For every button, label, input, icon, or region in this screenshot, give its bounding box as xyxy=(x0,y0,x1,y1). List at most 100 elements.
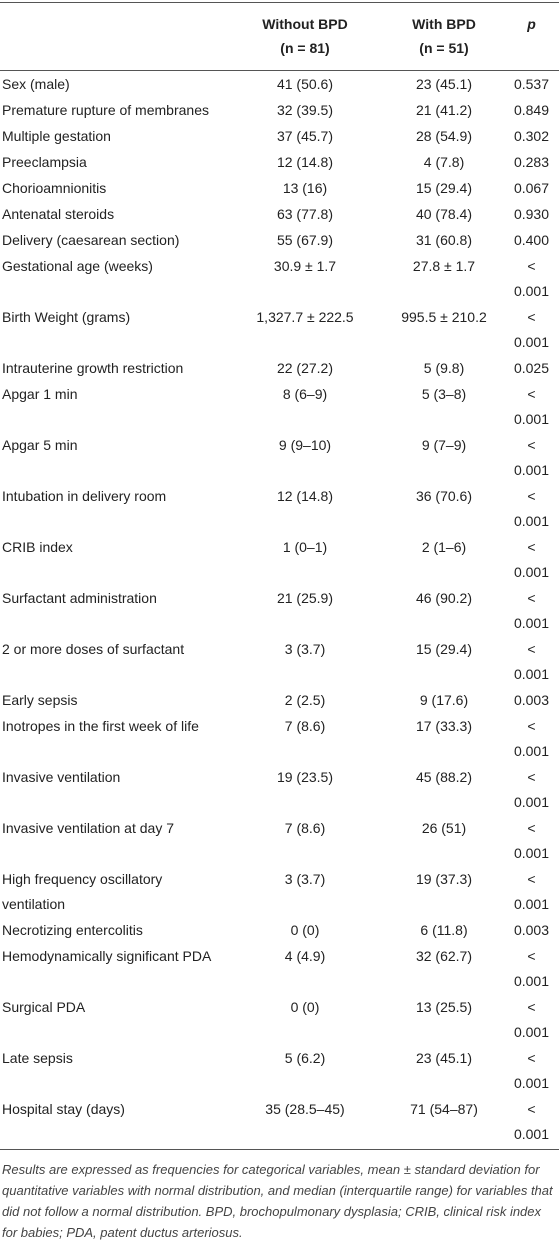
table-row: Sex (male) 41 (50.6) 23 (45.1) 0.537 xyxy=(0,71,559,98)
cell: 0.302 xyxy=(513,128,550,144)
cell: < 0.001 xyxy=(513,386,550,427)
cell: 0.400 xyxy=(513,232,550,248)
cell: 1,327.7 ± 222.5 xyxy=(256,309,354,325)
row-label: Intubation in delivery room xyxy=(2,488,167,504)
column-header: p xyxy=(504,2,559,71)
cell: 4 (4.9) xyxy=(284,948,326,964)
cell: < 0.001 xyxy=(513,871,550,912)
table-row: Surfactant administration 21 (25.9) 46 (90… xyxy=(0,585,559,636)
table-row: Early sepsis 2 (2.5) 9 (17.6) 0.003 xyxy=(0,687,559,713)
cell: 40 (78.4) xyxy=(415,206,473,222)
header-row: Without BPD (n = 81) With BPD (n = 51) p xyxy=(0,2,559,71)
cell: < 0.001 xyxy=(513,309,550,350)
table-row: Intubation in delivery room 12 (14.8) 36 (… xyxy=(0,483,559,534)
table-row: Invasive ventilation at day 7 7 (8.6) 26 (… xyxy=(0,815,559,866)
row-label: Premature rupture of membranes xyxy=(2,102,209,118)
row-label: Hospital stay (days) xyxy=(2,1101,125,1117)
cell: < 0.001 xyxy=(513,258,550,299)
cell: 45 (88.2) xyxy=(415,769,473,785)
row-label: Surfactant administration xyxy=(2,590,157,606)
table-header: Without BPD (n = 81) With BPD (n = 51) p xyxy=(0,2,559,71)
table-row: CRIB index 1 (0–1) 2 (1–6) < 0.001 xyxy=(0,534,559,585)
cell: 17 (33.3) xyxy=(415,718,473,734)
row-label: Antenatal steroids xyxy=(2,206,115,222)
cell: 12 (14.8) xyxy=(276,154,334,170)
cell: < 0.001 xyxy=(513,437,550,478)
cell: 28 (54.9) xyxy=(415,128,473,144)
cell: 26 (51) xyxy=(421,820,467,836)
table-row: Delivery (caesarean section) 55 (67.9) 31 … xyxy=(0,227,559,253)
cell: 27.8 ± 1.7 xyxy=(412,258,476,274)
table-row: Antenatal steroids 63 (77.8) 40 (78.4) 0.93… xyxy=(0,201,559,227)
cell: < 0.001 xyxy=(513,641,550,682)
cell: 36 (70.6) xyxy=(415,488,473,504)
cell: < 0.001 xyxy=(513,1050,550,1091)
row-label: Surgical PDA xyxy=(2,999,86,1015)
table-row: Hospital stay (days) 35 (28.5–45) 71 (54–8… xyxy=(0,1096,559,1150)
cell: < 0.001 xyxy=(513,820,550,861)
row-label: Birth Weight (grams) xyxy=(2,309,131,325)
cell: 0 (0) xyxy=(290,922,320,938)
cell: 35 (28.5–45) xyxy=(265,1101,345,1117)
row-label: Apgar 1 min xyxy=(2,386,78,402)
table-row: Intrauterine growth restriction 22 (27.2)… xyxy=(0,355,559,381)
table-row: Birth Weight (grams) 1,327.7 ± 222.5 995.5… xyxy=(0,304,559,355)
cell: < 0.001 xyxy=(513,539,550,580)
cell: < 0.001 xyxy=(513,488,550,529)
cell: 23 (45.1) xyxy=(415,1050,473,1066)
table-row: Preeclampsia 12 (14.8) 4 (7.8) 0.283 xyxy=(0,149,559,175)
cell: 0.849 xyxy=(513,102,550,118)
cell: 2 (1–6) xyxy=(421,539,467,555)
table-row: Premature rupture of membranes 32 (39.5) 2… xyxy=(0,97,559,123)
cell: < 0.001 xyxy=(513,769,550,810)
cell: 9 (17.6) xyxy=(419,692,469,708)
row-label: Invasive ventilation at day 7 xyxy=(2,820,174,836)
row-label: 2 or more doses of surfactant xyxy=(2,641,185,657)
cell: 9 (7–9) xyxy=(421,437,467,453)
row-label: Invasive ventilation xyxy=(2,769,121,785)
table-row: Hemodynamically significant PDA 4 (4.9) 32… xyxy=(0,943,559,994)
row-label: Gestational age (weeks) xyxy=(2,258,153,274)
row-label: Early sepsis xyxy=(2,692,78,708)
column-n: (n = 51) xyxy=(419,40,469,56)
cell: 37 (45.7) xyxy=(276,128,334,144)
row-label: Chorioamnionitis xyxy=(2,180,107,196)
row-label: Apgar 5 min xyxy=(2,437,78,453)
cell: 19 (37.3) xyxy=(415,871,473,887)
column-title: With BPD xyxy=(412,16,476,32)
column-title: p xyxy=(527,16,536,32)
row-label: Delivery (caesarean section) xyxy=(2,232,180,248)
cell: 0.025 xyxy=(513,360,550,376)
cell: 55 (67.9) xyxy=(276,232,334,248)
row-label: Necrotizing entercolitis xyxy=(2,922,143,938)
column-header xyxy=(0,2,226,71)
cell: 32 (39.5) xyxy=(276,102,334,118)
table-row: Invasive ventilation 19 (23.5) 45 (88.2) < … xyxy=(0,764,559,815)
cell: 5 (3–8) xyxy=(421,386,467,402)
cell: 23 (45.1) xyxy=(415,76,473,92)
cell: 7 (8.6) xyxy=(284,820,326,836)
table-row: Chorioamnionitis 13 (16) 15 (29.4) 0.067 xyxy=(0,175,559,201)
row-label: Intrauterine growth restriction xyxy=(2,360,184,376)
cell: 41 (50.6) xyxy=(276,76,334,92)
table-row: Apgar 5 min 9 (9–10) 9 (7–9) < 0.001 xyxy=(0,432,559,483)
table-row: High frequency oscillatory ventilation 3 … xyxy=(0,866,559,917)
row-label: Late sepsis xyxy=(2,1050,73,1066)
table-row: Apgar 1 min 8 (6–9) 5 (3–8) < 0.001 xyxy=(0,381,559,432)
table-row: Late sepsis 5 (6.2) 23 (45.1) < 0.001 xyxy=(0,1045,559,1096)
cell: 7 (8.6) xyxy=(284,718,326,734)
cell: 21 (41.2) xyxy=(415,102,473,118)
cell: 2 (2.5) xyxy=(284,692,326,708)
row-label: Preeclampsia xyxy=(2,154,87,170)
row-label: High frequency oscillatory ventilation xyxy=(2,871,163,912)
cell: 21 (25.9) xyxy=(276,590,334,606)
table-row: Necrotizing entercolitis 0 (0) 6 (11.8) 0.0… xyxy=(0,917,559,943)
cell: 0.003 xyxy=(513,692,550,708)
cell: 31 (60.8) xyxy=(415,232,473,248)
column-header: With BPD (n = 51) xyxy=(384,2,504,71)
cell: 46 (90.2) xyxy=(415,590,473,606)
cell: 15 (29.4) xyxy=(415,641,473,657)
table-row: Inotropes in the first week of life 7 (8.… xyxy=(0,713,559,764)
column-n: (n = 81) xyxy=(280,40,330,56)
cell: < 0.001 xyxy=(513,718,550,759)
